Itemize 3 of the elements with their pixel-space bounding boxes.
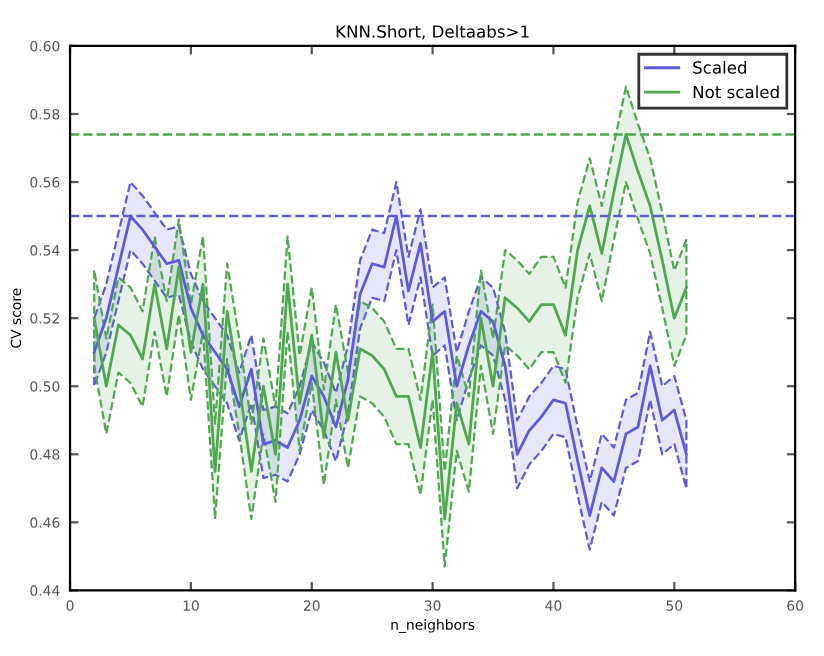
legend-label: Not scaled: [693, 85, 779, 99]
chart-title: KNN.Short, Deltaabs>1: [336, 24, 529, 40]
legend-label: Scaled: [693, 60, 747, 74]
